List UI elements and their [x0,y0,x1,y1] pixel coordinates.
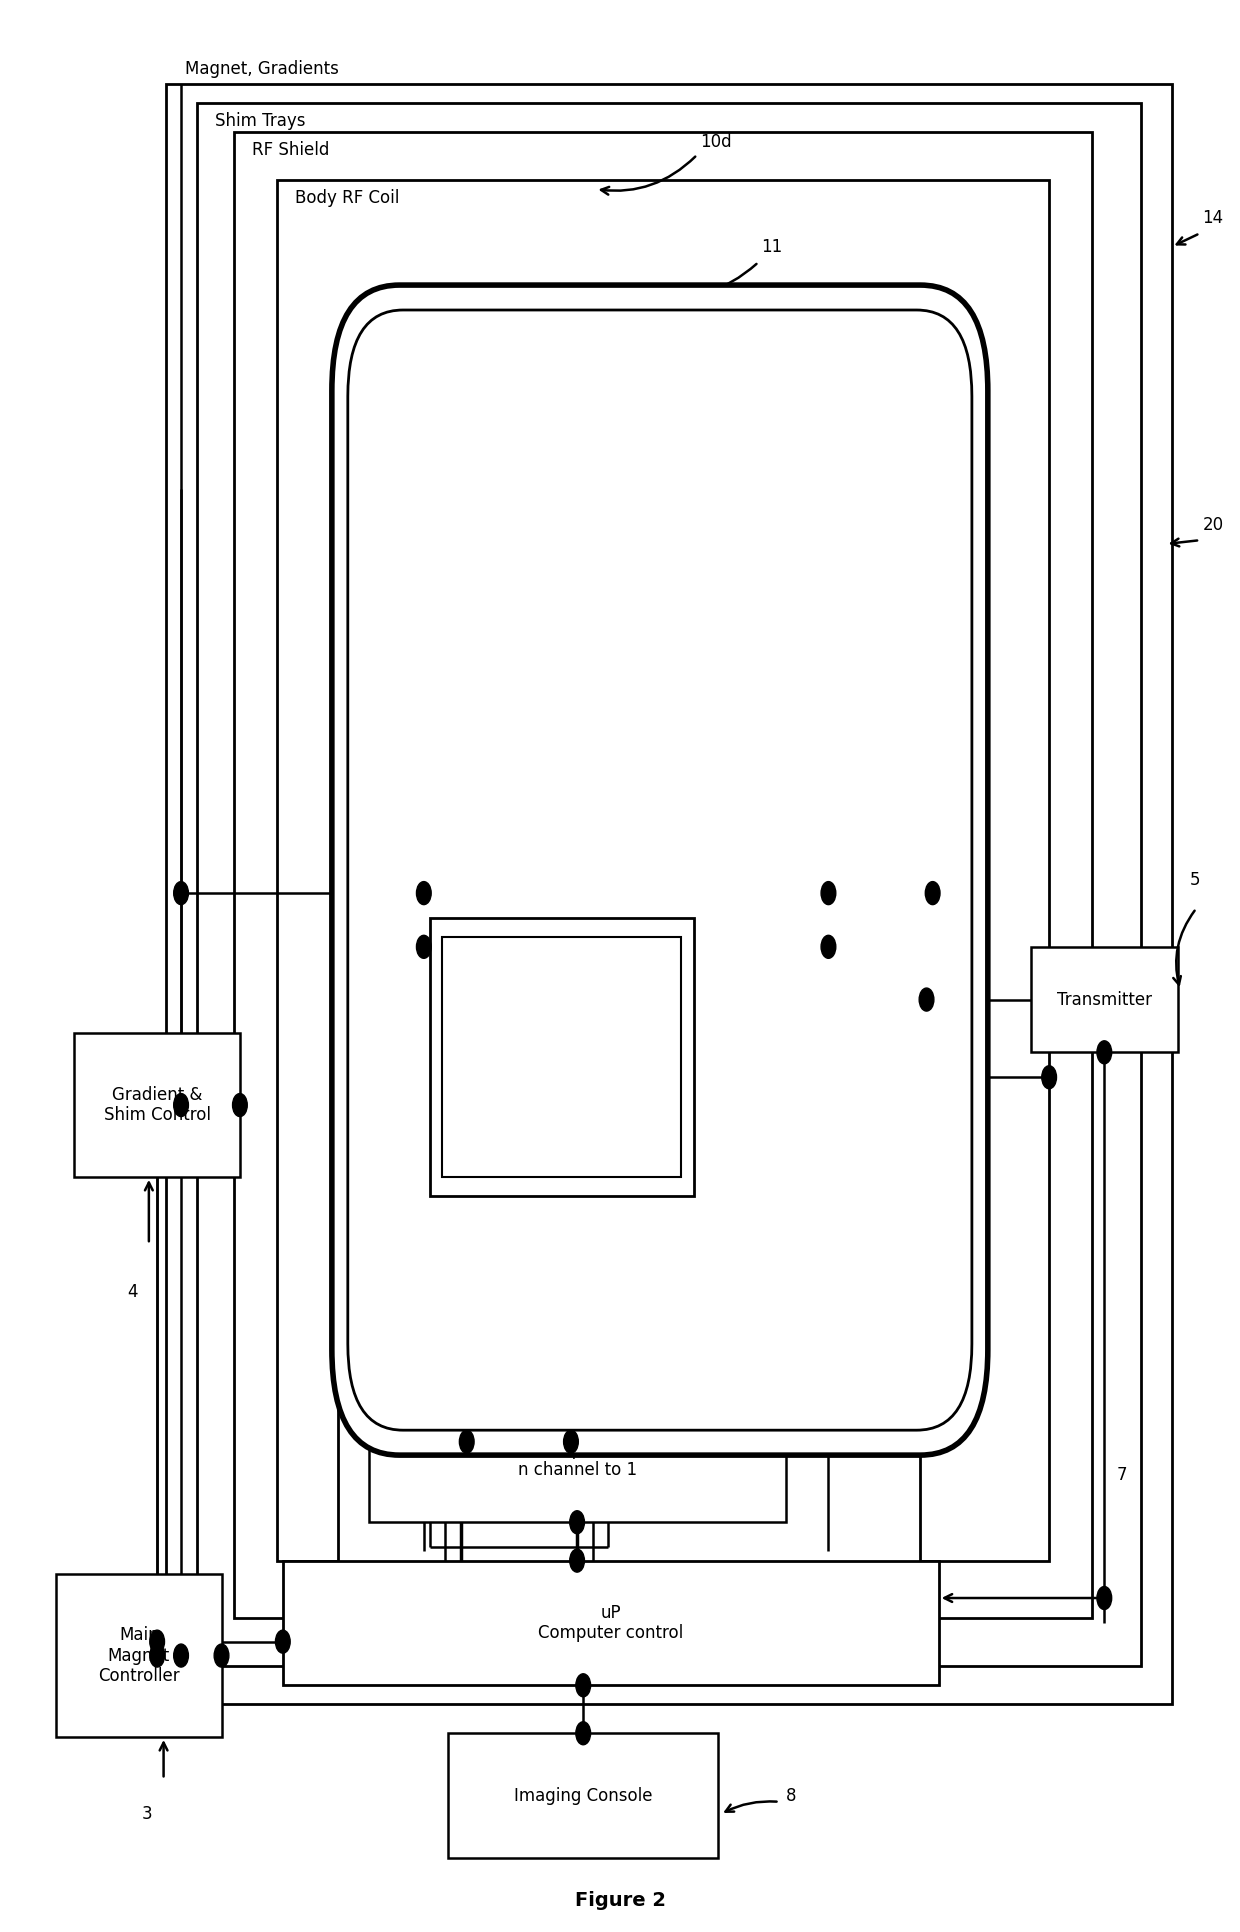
Text: 1: 1 [434,856,443,871]
Circle shape [233,1094,247,1117]
Circle shape [150,1631,165,1654]
Bar [443,937,681,1177]
Bar [1030,947,1178,1053]
Text: Local RF Coil: Local RF Coil [472,299,578,319]
Circle shape [821,881,836,904]
Circle shape [564,1430,578,1453]
Text: 3: 3 [141,1804,153,1822]
Text: 6: 6 [930,1179,941,1196]
Circle shape [821,935,836,958]
Text: Body RF Coil: Body RF Coil [295,189,399,207]
Text: 1: 1 [463,1488,471,1503]
Circle shape [569,1511,584,1534]
Bar [277,180,1049,1561]
Text: 9: 9 [342,717,353,736]
Bar [430,918,693,1196]
Text: n: n [812,856,822,871]
Bar [74,1034,239,1177]
Text: Transmitter: Transmitter [1056,991,1152,1009]
Bar [339,908,920,1646]
Text: Phantom: Phantom [525,1049,599,1066]
Bar [663,1254,785,1360]
Circle shape [275,1631,290,1654]
Circle shape [174,1644,188,1667]
Circle shape [215,1644,229,1667]
Text: 7: 7 [1116,1466,1127,1484]
Text: uP
Computer control: uP Computer control [538,1604,683,1642]
Circle shape [1097,1041,1112,1065]
Text: FILTER: FILTER [699,1146,749,1161]
Text: 11: 11 [761,238,782,257]
Text: FILTER: FILTER [405,1146,455,1161]
Text: AMP: AMP [707,991,743,1009]
Text: Gradient &
Shim Control: Gradient & Shim Control [104,1086,211,1124]
Text: 20: 20 [1203,516,1224,533]
FancyBboxPatch shape [347,309,972,1430]
Bar [368,947,491,1053]
Text: Magnet, Gradients: Magnet, Gradients [185,60,339,77]
Text: 4: 4 [126,1283,138,1300]
Circle shape [150,1644,165,1667]
Text: Figure 2: Figure 2 [574,1891,666,1909]
Circle shape [417,935,432,958]
Circle shape [1042,1066,1056,1090]
Text: AMP: AMP [412,991,448,1009]
Circle shape [1097,1586,1112,1609]
Circle shape [919,987,934,1010]
Bar [368,1099,491,1206]
Bar [663,1099,785,1206]
Circle shape [417,881,432,904]
Text: A/D: A/D [709,1298,739,1316]
Bar [663,947,785,1053]
Circle shape [925,881,940,904]
Text: 14: 14 [1203,209,1224,226]
Text: RF Shield: RF Shield [252,141,330,158]
Text: n: n [567,1488,575,1503]
Text: Imaging Console: Imaging Console [513,1787,652,1804]
Bar [283,1561,939,1685]
Bar [56,1575,222,1737]
Bar [166,83,1172,1704]
Bar [197,102,1141,1665]
Text: A/D: A/D [415,1298,445,1316]
Text: Data Acquisition System: Data Acquisition System [527,923,730,941]
Circle shape [575,1673,590,1696]
Circle shape [569,1549,584,1573]
Circle shape [174,1094,188,1117]
Circle shape [174,881,188,904]
Circle shape [575,1721,590,1745]
Text: 8: 8 [785,1787,796,1804]
Bar [449,1733,718,1859]
FancyBboxPatch shape [332,286,988,1455]
Bar [368,1254,491,1360]
Text: Shim Trays: Shim Trays [216,112,306,131]
Text: Main
Magnet
Controller: Main Magnet Controller [98,1625,180,1685]
Text: 5: 5 [1190,871,1200,889]
Bar [368,1397,785,1522]
Text: 10d: 10d [699,133,732,151]
Text: Multiplexer
n channel to 1: Multiplexer n channel to 1 [517,1441,636,1480]
Bar [234,131,1092,1619]
Circle shape [459,1430,474,1453]
